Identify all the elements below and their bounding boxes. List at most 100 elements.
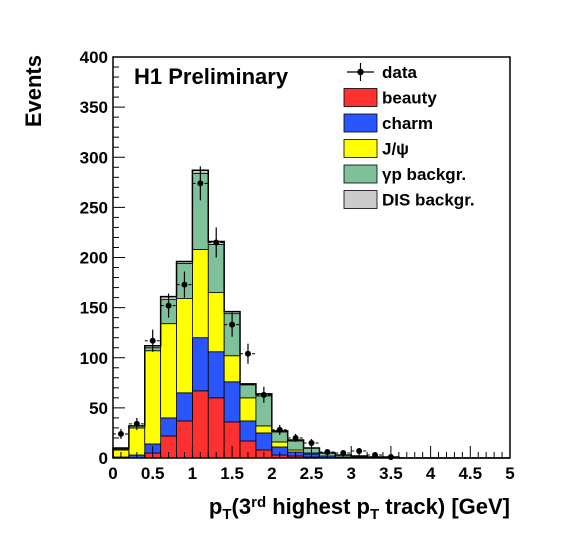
legend-swatch-beauty xyxy=(343,88,378,107)
data-point xyxy=(224,312,241,337)
bar-charm-4 xyxy=(176,392,193,422)
data-point-marker xyxy=(149,337,156,344)
x-axis-title-part: p xyxy=(209,494,222,519)
legend-swatch-gp xyxy=(343,164,378,184)
axes xyxy=(112,56,511,459)
y-tick-label: 400 xyxy=(80,48,108,67)
legend-entry-gp: γp backgr. xyxy=(343,164,466,184)
data-point-marker xyxy=(292,434,299,441)
data-point-marker xyxy=(356,447,363,454)
x-axis-title-part: T xyxy=(222,506,231,523)
y-tick-label: 150 xyxy=(80,299,108,318)
legend-swatch-jpsi xyxy=(343,139,378,158)
data-point xyxy=(240,343,256,364)
y-tick-label: 350 xyxy=(80,98,108,117)
data-points xyxy=(113,166,399,460)
x-tick-label: 0.5 xyxy=(141,464,165,483)
y-tick-label: 200 xyxy=(80,249,108,268)
legend-entry-charm: charm xyxy=(343,113,433,133)
bar-jpsi-10 xyxy=(271,441,289,448)
bar-charm-7 xyxy=(223,381,241,423)
data-point-marker xyxy=(165,302,172,309)
legend-label: J/ψ xyxy=(382,140,409,159)
legend-marker-dot xyxy=(357,68,364,76)
bar-jpsi-1 xyxy=(128,427,146,456)
y-tick-label: 0 xyxy=(99,449,108,468)
data-point-marker xyxy=(308,439,315,446)
legend: data beauty charm J/ψ γp backgr. DIS backgr. xyxy=(343,63,475,210)
y-tick-label: 250 xyxy=(80,198,108,217)
x-tick-label: 2 xyxy=(267,464,276,483)
data-point-marker xyxy=(229,321,236,328)
data-point xyxy=(208,227,225,258)
bar-jpsi-2 xyxy=(144,350,162,445)
data-point xyxy=(287,433,304,442)
legend-swatch-dis xyxy=(343,190,378,209)
bar-charm-5 xyxy=(191,337,209,392)
plot-title: H1 Preliminary xyxy=(134,64,289,89)
bar-charm-9 xyxy=(255,432,273,451)
bar-beauty-5 xyxy=(191,390,209,459)
legend-label: DIS backgr. xyxy=(382,191,475,210)
bar-jpsi-6 xyxy=(207,292,225,353)
data-point-marker xyxy=(213,239,220,246)
legend-entry-data: data xyxy=(347,63,418,82)
data-point xyxy=(144,329,161,352)
legend-swatch-charm xyxy=(343,113,378,133)
y-tick-label: 300 xyxy=(80,148,108,167)
data-point xyxy=(128,417,145,430)
legend-label: γp backgr. xyxy=(382,165,466,184)
y-tick-label: 100 xyxy=(80,349,108,368)
data-point-marker xyxy=(276,426,283,433)
bar-gp-11 xyxy=(287,440,304,451)
x-tick-label: 3.5 xyxy=(379,464,403,483)
legend-label: charm xyxy=(382,114,433,133)
x-tick-label: 3 xyxy=(346,464,355,483)
x-tick-label: 4.5 xyxy=(458,464,482,483)
bar-beauty-6 xyxy=(207,397,225,459)
x-tick-label: 1.5 xyxy=(220,464,244,483)
x-tick-label: 2.5 xyxy=(300,464,324,483)
data-point-marker xyxy=(181,281,188,288)
bar-charm-8 xyxy=(239,420,257,442)
data-point xyxy=(271,424,288,435)
data-point xyxy=(176,271,193,298)
data-point-marker xyxy=(324,448,331,455)
bar-jpsi-5 xyxy=(191,249,209,339)
y-axis-title: Events xyxy=(21,55,46,127)
data-point xyxy=(255,386,272,403)
legend-entry-jpsi: J/ψ xyxy=(343,139,409,159)
data-point xyxy=(303,438,320,447)
legend-entry-beauty: beauty xyxy=(343,88,437,108)
legend-label: beauty xyxy=(382,89,437,108)
x-tick-label: 0 xyxy=(108,464,117,483)
bar-jpsi-7 xyxy=(223,355,241,383)
legend-label: data xyxy=(382,63,418,82)
bar-charm-3 xyxy=(160,417,177,437)
tick-labels: 0 0.5 1 1.5 2 2.5 3 3.5 4 4.5 50501001502002503003… xyxy=(80,48,515,483)
data-point-marker xyxy=(260,391,267,398)
bar-jpsi-8 xyxy=(239,397,257,422)
data-point xyxy=(160,293,177,318)
data-point xyxy=(113,428,129,439)
bar-gp-8 xyxy=(239,384,257,399)
x-axis-title-part: (3 xyxy=(232,494,252,519)
bar-charm-6 xyxy=(207,351,225,399)
bar-jpsi-4 xyxy=(176,298,193,394)
x-tick-label: 4 xyxy=(426,464,436,483)
x-axis-title-part: T xyxy=(370,506,379,523)
bar-jpsi-9 xyxy=(255,425,273,434)
data-point-marker xyxy=(244,350,251,357)
x-axis-title-part: highest p xyxy=(266,494,370,519)
data-point-marker xyxy=(133,420,140,427)
legend-entry-dis: DIS backgr. xyxy=(343,190,475,210)
x-axis-title: pT(3rd highest pT track) [GeV] xyxy=(209,494,510,523)
data-point-marker xyxy=(117,430,124,437)
data-point-marker xyxy=(197,180,204,187)
bar-jpsi-3 xyxy=(160,323,177,419)
x-tick-label: 1 xyxy=(188,464,197,483)
x-axis-title-part: rd xyxy=(251,494,266,511)
y-tick-label: 50 xyxy=(89,399,108,418)
x-axis-title-part: track) [GeV] xyxy=(379,494,510,519)
